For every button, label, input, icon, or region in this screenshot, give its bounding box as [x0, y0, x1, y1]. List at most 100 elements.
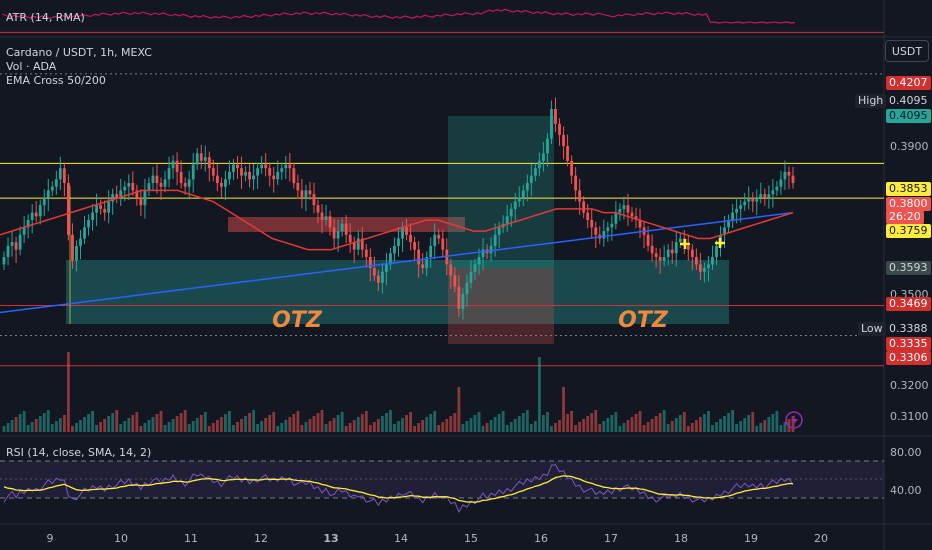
candle: [743, 201, 747, 206]
candle: [272, 175, 276, 180]
volume-bar: [6, 423, 10, 432]
candle: [533, 168, 537, 176]
volume-bar: [348, 423, 352, 432]
time-axis-label: 12: [254, 532, 268, 545]
candle: [670, 249, 674, 254]
volume-bar: [219, 417, 223, 432]
volume-bar: [481, 426, 485, 432]
volume-bar: [223, 414, 227, 432]
volume-bar: [393, 424, 396, 432]
candle: [421, 264, 425, 269]
candle: [167, 168, 171, 180]
candle: [187, 179, 191, 187]
rsi-axis-label: 80.00: [890, 446, 922, 459]
candle: [791, 175, 795, 183]
time-axis-label: 19: [744, 532, 758, 545]
candle: [276, 171, 280, 180]
last-price-tag: 0.3800: [886, 197, 931, 211]
candle: [280, 168, 284, 172]
candle: [413, 242, 417, 250]
volume-indicator-label[interactable]: Vol · ADA: [6, 60, 57, 73]
candle: [143, 190, 147, 206]
candle: [582, 201, 586, 213]
time-axis-label: 13: [323, 532, 338, 545]
volume-bar: [566, 414, 569, 432]
volume-bar: [666, 424, 670, 432]
volume-bar: [433, 411, 437, 432]
volume-bar: [83, 417, 86, 432]
atr-indicator-label[interactable]: ATR (14, RMA): [6, 11, 85, 24]
candle: [54, 179, 58, 187]
volume-bar: [550, 426, 553, 432]
volume-bar: [485, 423, 489, 432]
candle: [558, 123, 561, 135]
time-axis-label: 10: [114, 532, 128, 545]
time-axis-label: 14: [394, 532, 408, 545]
candle: [22, 227, 26, 235]
candle: [115, 194, 119, 198]
volume-bar: [425, 417, 429, 432]
volume-bar: [288, 417, 292, 432]
volume-bar: [50, 424, 54, 432]
price-axis-label: 0.3100: [890, 410, 929, 423]
volume-bar: [389, 410, 392, 432]
time-axis-label: 9: [47, 532, 54, 545]
candle: [207, 157, 211, 169]
candle: [147, 183, 151, 191]
volume-bar: [356, 417, 360, 432]
candle: [747, 197, 751, 202]
volume-bar: [634, 414, 638, 432]
volume-bar: [517, 416, 521, 432]
candle: [562, 134, 565, 146]
candle: [393, 245, 396, 254]
volume-bar: [103, 419, 107, 432]
volume-bar: [606, 418, 610, 432]
volume-bar: [614, 412, 618, 432]
candle: [30, 212, 34, 220]
volume-bar: [256, 424, 260, 432]
candle: [759, 194, 763, 198]
volume-bar: [119, 424, 123, 432]
volume-bar: [340, 412, 344, 432]
volume-bar: [67, 352, 70, 432]
candle: [324, 216, 328, 220]
currency-button[interactable]: USDT: [885, 40, 929, 62]
symbol-title[interactable]: Cardano / USDT, 1h, MEXC: [6, 46, 152, 59]
candle: [376, 275, 380, 283]
volume-bar: [167, 422, 171, 432]
volume-bar: [590, 413, 594, 432]
candle: [360, 238, 364, 250]
rsi-indicator-label[interactable]: RSI (14, close, SMA, 14, 2): [6, 446, 152, 459]
volume-bar: [26, 425, 30, 432]
volume-bar: [232, 425, 235, 432]
volume-bar: [18, 414, 22, 432]
volume-bar: [497, 414, 501, 432]
candle: [288, 164, 292, 169]
candle: [123, 186, 127, 191]
candle: [554, 109, 557, 124]
volume-bar: [783, 422, 787, 432]
volume-bar: [610, 415, 614, 432]
rsi-signal-line: [3, 475, 794, 503]
candle: [666, 249, 670, 257]
lightning-icon[interactable]: [785, 411, 803, 429]
candle: [405, 227, 408, 235]
candle: [107, 201, 111, 213]
volume-bar: [690, 423, 694, 432]
volume-bar: [38, 416, 42, 432]
volume-bar: [413, 426, 417, 432]
candle: [614, 212, 618, 224]
candle: [453, 275, 457, 287]
candle: [646, 234, 650, 246]
candle: [34, 212, 38, 217]
volume-bar: [336, 415, 340, 432]
volume-bar: [674, 418, 678, 432]
candle: [477, 257, 481, 265]
ema50-line: [0, 189, 794, 251]
candle: [10, 242, 14, 246]
candle: [284, 164, 288, 169]
volume-bar: [650, 419, 654, 432]
ema-indicator-label[interactable]: EMA Cross 50/200: [6, 74, 106, 87]
volume-bar: [397, 421, 400, 432]
